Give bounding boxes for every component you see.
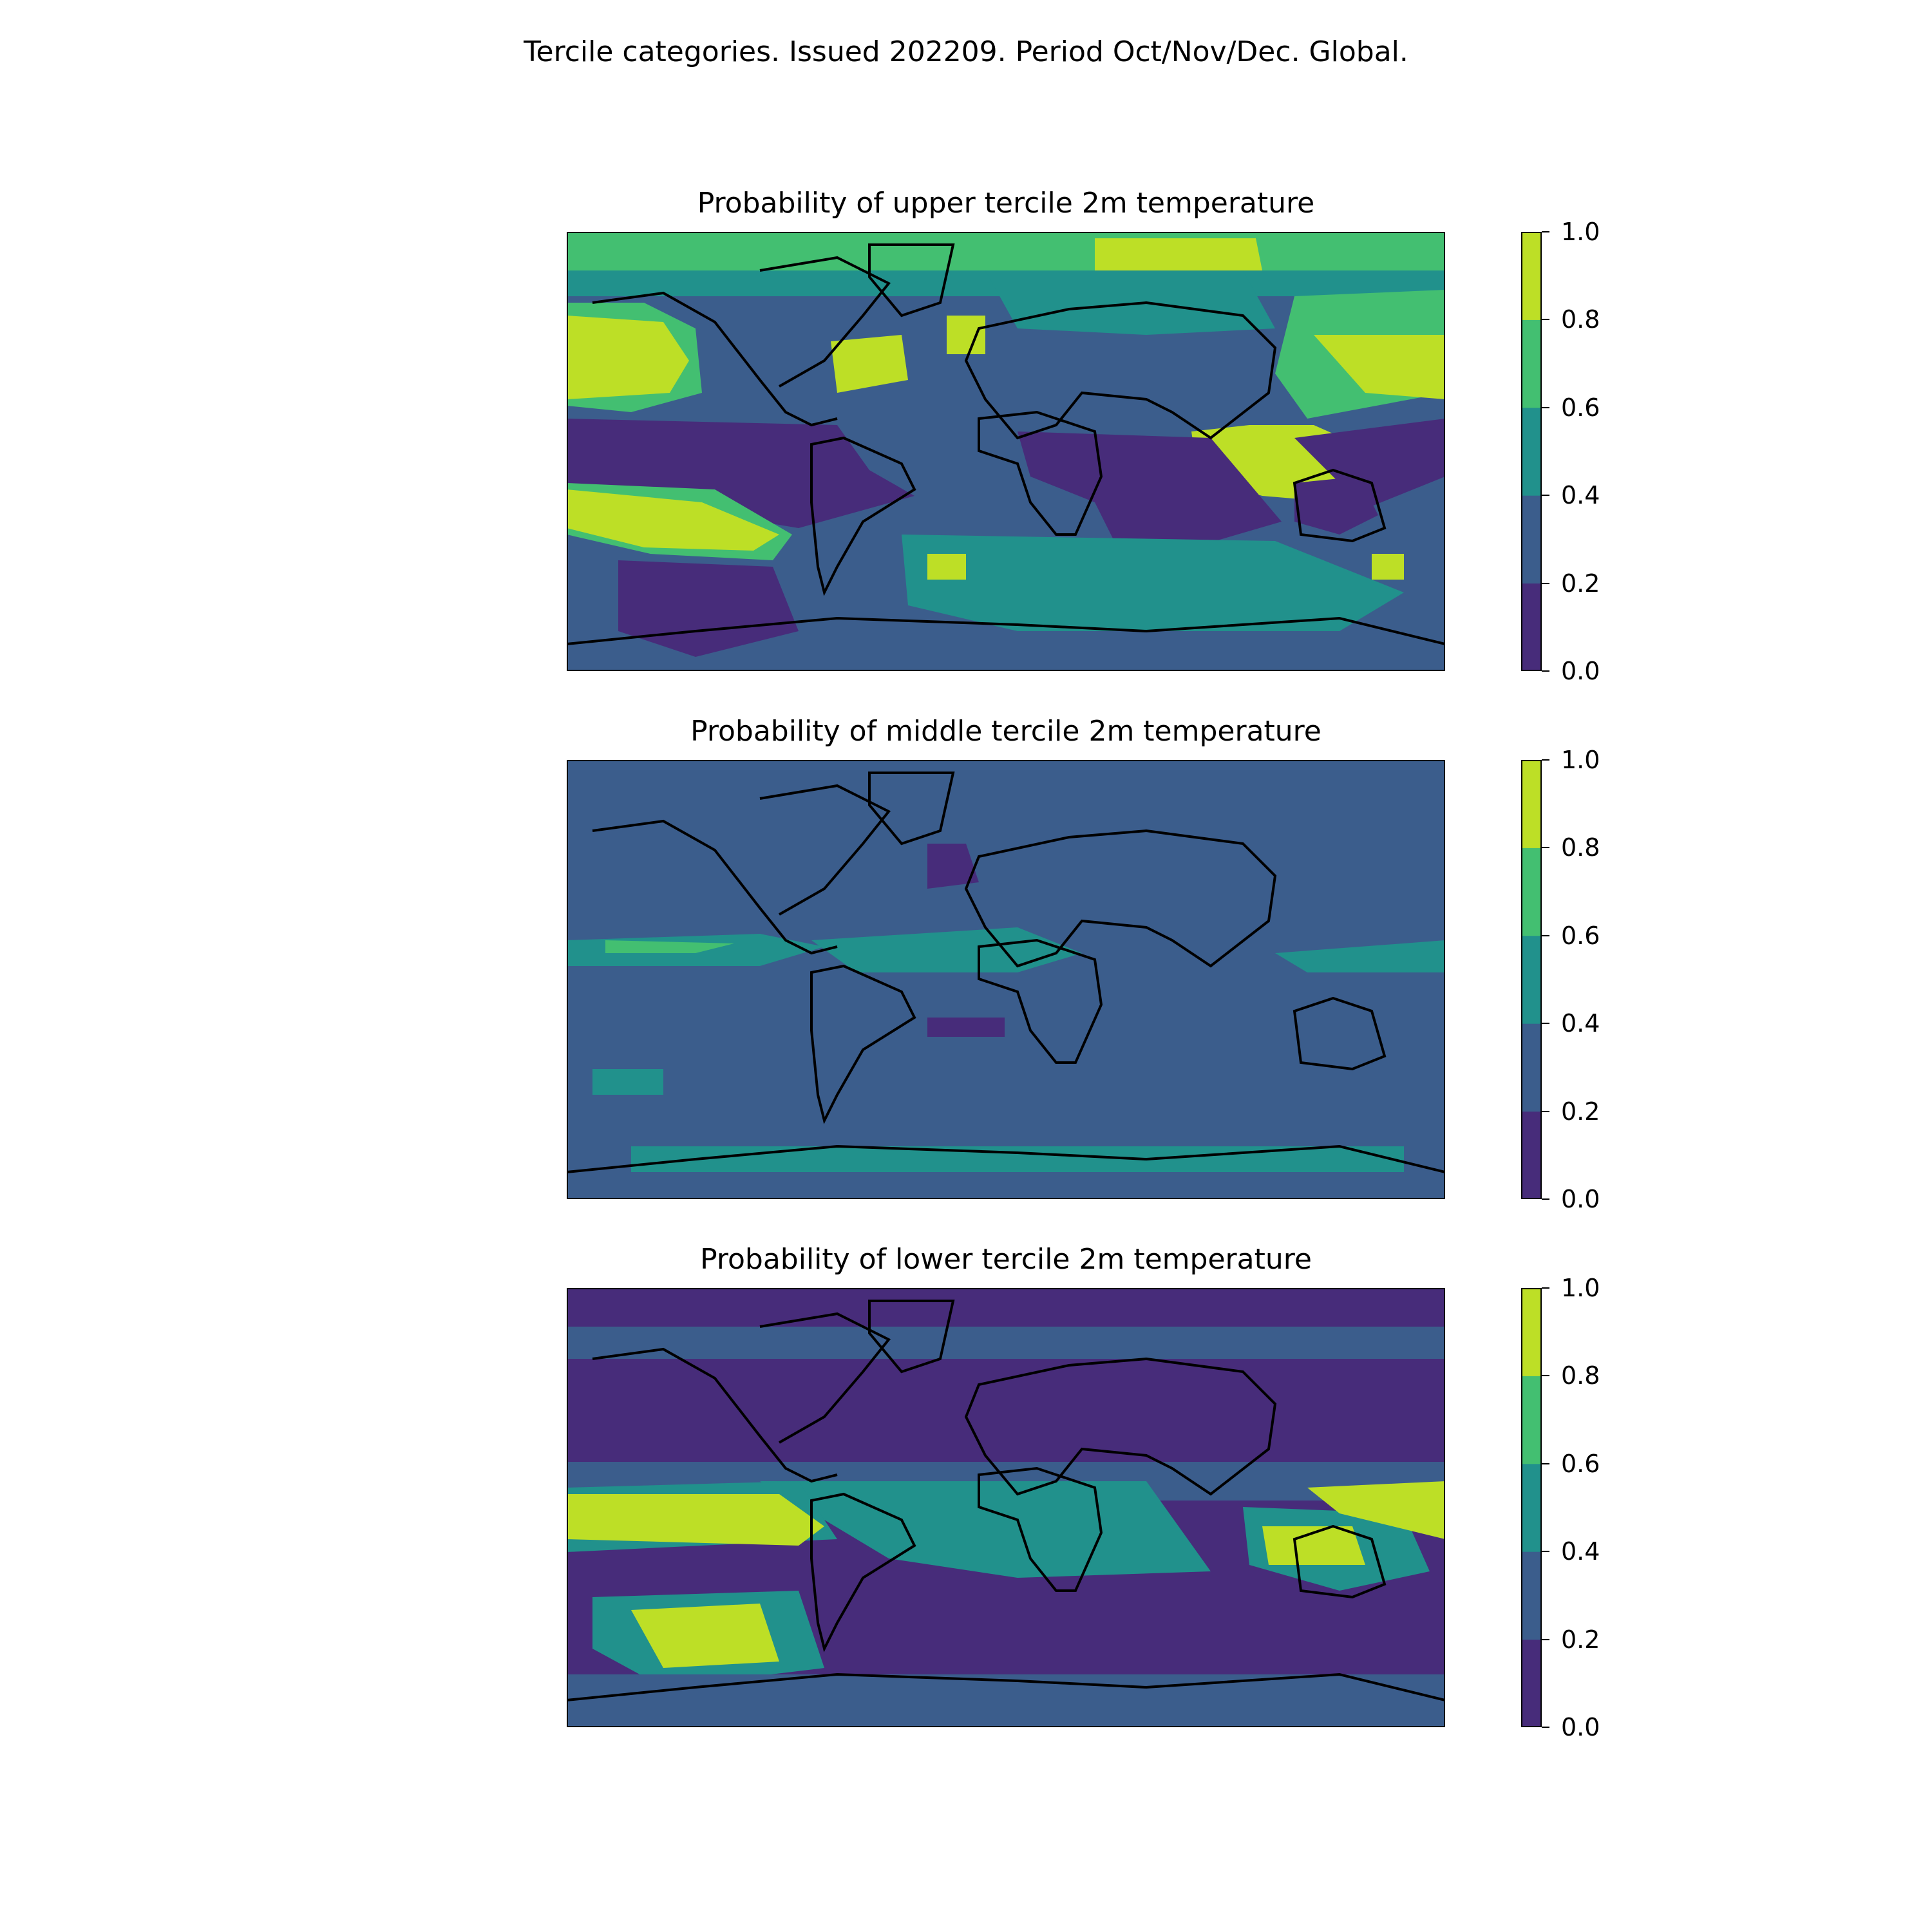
middle-tercile-map	[567, 760, 1445, 1199]
coastlines	[567, 1300, 1445, 1701]
colorbar-tick	[1542, 1551, 1549, 1553]
colorbar-tick	[1542, 1638, 1549, 1640]
colorbar-tick	[1542, 1198, 1549, 1200]
colorbar-tick-label: 0.0	[1561, 1713, 1600, 1741]
panel-upper-title: Probability of upper tercile 2m temperat…	[697, 187, 1315, 220]
colorbar-tick	[1542, 406, 1549, 408]
colorbar-swatch	[1521, 319, 1542, 408]
colorbar-swatch	[1521, 760, 1542, 848]
colorbar-swatch	[1521, 1023, 1542, 1112]
colorbar-tick	[1542, 495, 1549, 497]
colorbar-tick	[1542, 1110, 1549, 1112]
upper-colorbar	[1521, 232, 1542, 672]
colorbar-swatch	[1521, 1376, 1542, 1464]
colorbar-tick	[1542, 670, 1549, 672]
colorbar-tick	[1542, 1287, 1549, 1289]
colorbar-tick	[1542, 319, 1549, 321]
colorbar-tick-label: 0.6	[1561, 393, 1600, 422]
colorbar-swatch	[1521, 495, 1542, 584]
colorbar-outline	[1521, 760, 1542, 1199]
middle-colorbar	[1521, 760, 1542, 1200]
colorbar-tick-label: 0.2	[1561, 1625, 1600, 1654]
colorbar-swatch	[1521, 583, 1542, 672]
colorbar-tick-label: 0.2	[1561, 569, 1600, 598]
colorbar-tick	[1542, 759, 1549, 761]
colorbar-swatch	[1521, 407, 1542, 496]
panel-lower-title: Probability of lower tercile 2m temperat…	[700, 1243, 1312, 1276]
colorbar-swatch	[1521, 1288, 1542, 1376]
colorbar-tick-label: 0.0	[1561, 657, 1600, 685]
figure-suptitle: Tercile categories. Issued 202209. Perio…	[524, 35, 1408, 68]
colorbar-tick-label: 0.8	[1561, 305, 1600, 334]
upper-tercile-map	[567, 232, 1445, 671]
colorbar-tick-label: 0.6	[1561, 1449, 1600, 1478]
colorbar-tick	[1542, 934, 1549, 936]
colorbar-tick-label: 1.0	[1561, 1274, 1600, 1302]
colorbar-swatch	[1521, 1551, 1542, 1640]
colorbar-swatch	[1521, 1639, 1542, 1728]
coastlines	[567, 772, 1445, 1173]
colorbar-swatch	[1521, 935, 1542, 1024]
colorbar-swatch	[1521, 232, 1542, 320]
colorbar-tick-label: 0.6	[1561, 921, 1600, 950]
colorbar-tick-label: 1.0	[1561, 218, 1600, 246]
panel-middle-title: Probability of middle tercile 2m tempera…	[690, 715, 1321, 748]
colorbar-swatch	[1521, 1463, 1542, 1552]
colorbar-outline	[1521, 232, 1542, 671]
colorbar-tick	[1542, 847, 1549, 849]
lower-tercile-map	[567, 1288, 1445, 1727]
colorbar-swatch	[1521, 1111, 1542, 1200]
colorbar-tick-label: 0.4	[1561, 1009, 1600, 1038]
colorbar-swatch	[1521, 848, 1542, 936]
colorbar-tick	[1542, 1375, 1549, 1377]
colorbar-tick-label: 0.4	[1561, 481, 1600, 510]
colorbar-tick	[1542, 231, 1549, 232]
colorbar-outline	[1521, 1288, 1542, 1727]
colorbar-tick	[1542, 1463, 1549, 1464]
colorbar-tick-label: 0.8	[1561, 1361, 1600, 1390]
colorbar-tick-label: 0.2	[1561, 1097, 1600, 1126]
colorbar-tick-label: 0.8	[1561, 833, 1600, 862]
colorbar-tick	[1542, 1727, 1549, 1728]
colorbar-tick-label: 1.0	[1561, 746, 1600, 774]
colorbar-tick-label: 0.4	[1561, 1537, 1600, 1566]
colorbar-tick	[1542, 1023, 1549, 1025]
colorbar-tick	[1542, 582, 1549, 584]
coastlines	[567, 243, 1445, 645]
lower-colorbar	[1521, 1288, 1542, 1728]
colorbar-tick-label: 0.0	[1561, 1185, 1600, 1213]
